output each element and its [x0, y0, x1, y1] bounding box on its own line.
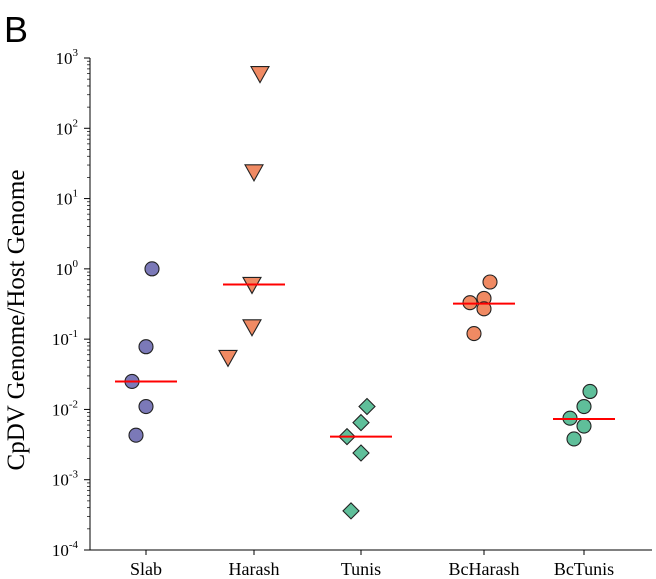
- data-point-harash-5: [218, 349, 238, 368]
- y-ticks: 103 102 101 100 10-1 10-2 10-3 10-4: [52, 47, 90, 560]
- data-point-bcharash-4: [476, 301, 492, 317]
- data-point-slab-5: [128, 427, 144, 443]
- x-tick-label-tunis: Tunis: [341, 559, 381, 579]
- y-tick-label: 10-2: [52, 398, 78, 419]
- data-point-harash-2: [244, 164, 264, 182]
- y-tick-label: 103: [56, 47, 79, 68]
- data-point-slab-2: [138, 339, 154, 355]
- y-tick-label: 10-3: [52, 469, 79, 490]
- data-point-tunis-1: [358, 397, 376, 416]
- data-point-slab-4: [138, 398, 154, 415]
- data-point-harash-4: [242, 319, 262, 337]
- data-point-bctunis-5: [566, 431, 582, 447]
- y-tick-label: 10-4: [52, 539, 79, 560]
- x-tick-label-slab: Slab: [130, 559, 162, 579]
- data-point-tunis-4: [352, 444, 370, 462]
- data-point-bcharash-5: [466, 326, 482, 342]
- x-ticks: Slab Harash Tunis BcHarash BcTunis: [130, 550, 614, 579]
- x-tick-label-harash: Harash: [229, 559, 280, 579]
- y-tick-label: 10-1: [52, 328, 78, 349]
- data-point-tunis-5: [342, 502, 360, 520]
- median-lines: [115, 283, 615, 438]
- y-tick-label: 102: [56, 117, 79, 138]
- data-point-bcharash-1: [482, 274, 498, 290]
- data-points: [124, 66, 598, 520]
- y-axis-title: CpDV Genome/Host Genome: [3, 170, 30, 471]
- x-tick-label-bcharash: BcHarash: [449, 559, 520, 579]
- x-tick-label-bctunis: BcTunis: [554, 559, 614, 579]
- panel-label: B: [4, 9, 28, 50]
- y-tick-label: 101: [56, 188, 79, 209]
- data-point-slab-1: [144, 261, 160, 277]
- data-point-bctunis-2: [576, 398, 592, 415]
- data-point-bctunis-4: [576, 418, 592, 434]
- data-point-harash-1: [250, 66, 270, 84]
- data-point-tunis-2: [352, 413, 370, 432]
- y-tick-label: 100: [56, 258, 79, 279]
- data-point-bctunis-1: [582, 383, 598, 400]
